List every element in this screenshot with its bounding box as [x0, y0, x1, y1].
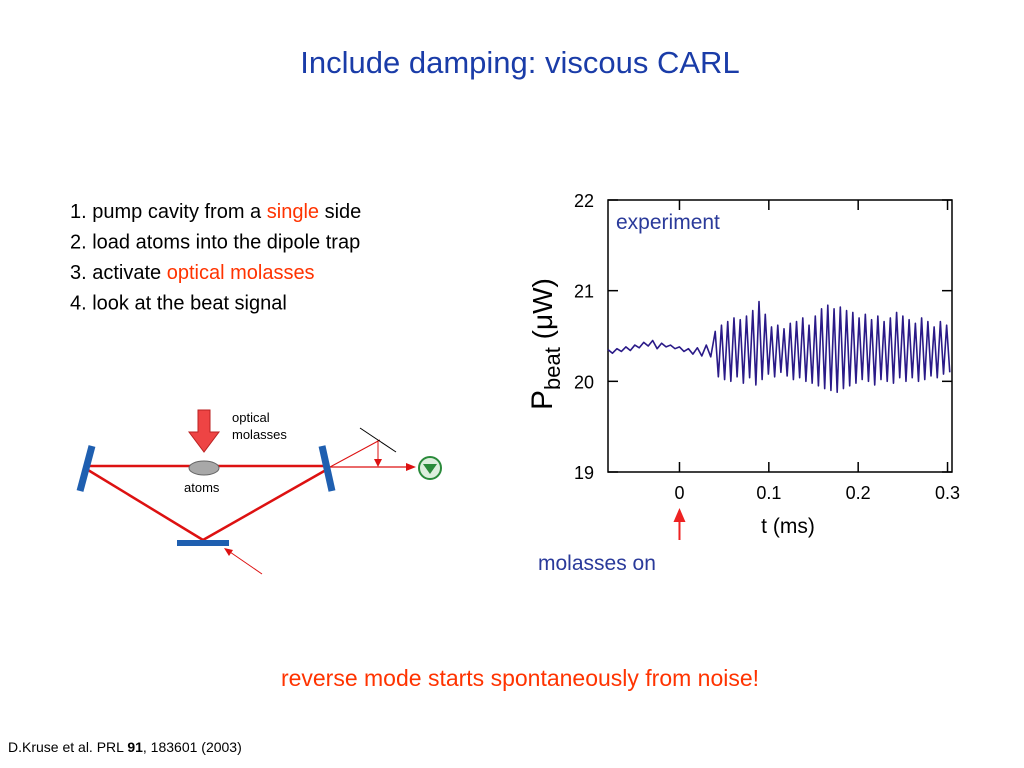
y-tick-label: 19 [574, 463, 594, 483]
citation-segment: 91 [127, 739, 143, 755]
x-axis-label: t (ms) [761, 515, 815, 538]
chart: 19 20 21 22 0 0.1 0.2 0.3 t (ms) Pbeat (μW) experi… [526, 191, 960, 575]
x-tick-label: 0.2 [846, 483, 871, 503]
beam [202, 468, 327, 542]
arrowhead [224, 548, 233, 556]
step-segment: side [319, 201, 361, 223]
molasses-label: optical [232, 410, 270, 425]
mirror [318, 445, 336, 492]
step: 4. look at the beat signal [70, 293, 287, 315]
citation-segment: , 183601 (2003) [143, 739, 242, 755]
step-segment: 2. load atoms into the dipole trap [70, 232, 360, 254]
reference-beam [329, 439, 381, 468]
slide-title: Include damping: viscous CARL [300, 45, 739, 80]
y-tick-label: 21 [574, 282, 594, 302]
mirror [177, 540, 229, 546]
data-line [607, 300, 951, 394]
citation-segment: D.Kruse et al. PRL [8, 739, 127, 755]
marker-arrowhead [673, 508, 686, 522]
citation: D.Kruse et al. PRL 91, 183601 (2003) [8, 739, 242, 755]
beam [87, 468, 204, 542]
atom-cloud [188, 460, 220, 476]
mirror [76, 445, 96, 492]
step-segment: 3. activate [70, 262, 167, 284]
steps-list: 1. pump cavity from a single side 2. load… [70, 201, 361, 315]
molasses-label: molasses [232, 427, 287, 442]
y-tick-label: 22 [574, 191, 594, 211]
cavity-diagram: optical molasses atoms [76, 409, 442, 575]
marker-annotation: molasses on [538, 552, 656, 575]
arrowhead [374, 459, 382, 467]
y-axis-label-sub: beat [540, 347, 565, 390]
x-tick-label: 0.1 [756, 483, 781, 503]
step-segment: optical molasses [167, 262, 315, 284]
step: 2. load atoms into the dipole trap [70, 232, 360, 254]
x-tick-label: 0.3 [935, 483, 960, 503]
y-axis-label: Pbeat (μW) [526, 278, 565, 410]
atoms-label: atoms [184, 480, 220, 495]
curve-annotation: experiment [616, 211, 720, 234]
step-segment: 1. pump cavity from a [70, 201, 267, 223]
step: 3. activate optical molasses [70, 262, 315, 284]
step-segment: 4. look at the beat signal [70, 293, 287, 315]
molasses-arrow [188, 409, 220, 453]
y-axis-label-main: P [526, 390, 559, 410]
y-tick-label: 20 [574, 372, 594, 392]
step-segment: single [267, 201, 319, 223]
step: 1. pump cavity from a single side [70, 201, 361, 223]
arrowhead [406, 463, 416, 471]
beam-splitter [359, 427, 397, 453]
detector-symbol [423, 464, 437, 474]
plot-frame [607, 199, 953, 473]
input-beam [229, 551, 263, 575]
x-tick-label: 0 [674, 483, 684, 503]
y-axis-label-unit: (μW) [527, 278, 558, 347]
conclusion: reverse mode starts spontaneously from n… [281, 665, 759, 691]
